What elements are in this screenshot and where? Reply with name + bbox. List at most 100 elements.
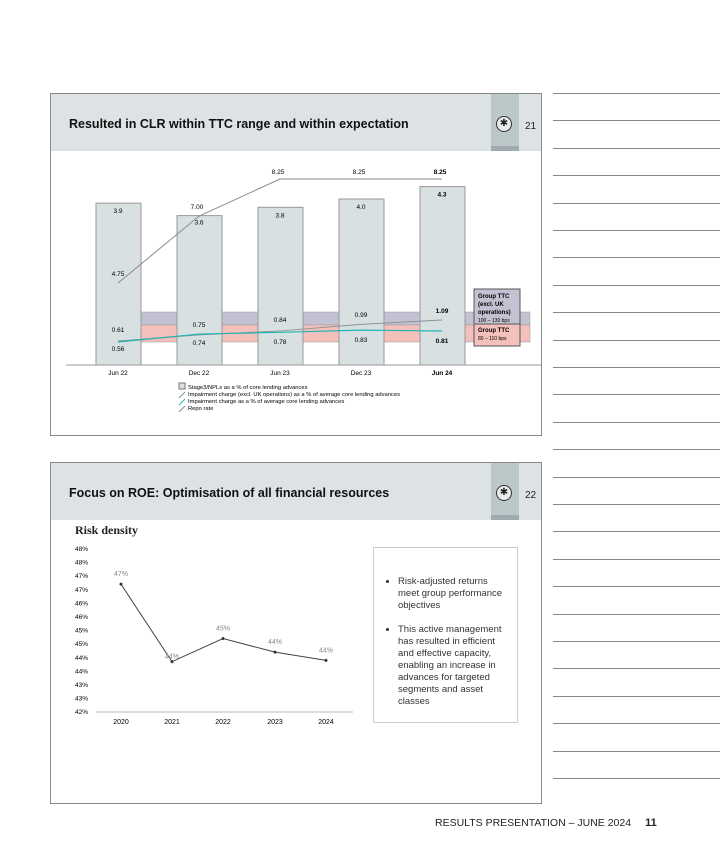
legend-swatch xyxy=(178,391,186,399)
bullet-box: Risk-adjusted returns meet group perform… xyxy=(373,547,518,723)
impairment-label: 0.56 xyxy=(112,346,125,353)
note-line xyxy=(553,695,720,697)
legend-swatch-npl xyxy=(178,382,186,390)
repo-line xyxy=(117,178,442,284)
data-label: 44% xyxy=(268,639,282,646)
note-line xyxy=(553,367,720,368)
data-label: 44% xyxy=(319,647,333,654)
slide-title: Resulted in CLR within TTC range and wit… xyxy=(69,117,409,131)
note-line xyxy=(553,175,720,177)
y-tick-label: 45% xyxy=(75,628,88,635)
npl-label: 3.6 xyxy=(194,220,203,227)
npl-bar xyxy=(176,215,223,366)
note-line xyxy=(553,257,720,259)
x-tick-label: Jun 24 xyxy=(432,370,453,377)
y-tick-label: 46% xyxy=(75,600,88,607)
y-tick-label: 43% xyxy=(75,696,88,703)
note-line xyxy=(553,284,720,286)
note-line xyxy=(553,586,720,588)
x-tick-label: Dec 22 xyxy=(189,370,210,377)
note-line xyxy=(553,120,720,122)
impairment-excl-uk-label: 0.61 xyxy=(112,327,125,334)
note-line xyxy=(553,476,720,478)
note-line xyxy=(553,723,720,725)
clr-chart: 3.9 Jun 22 3.6 Dec 22 3.8 Jun 23 4.0 Dec 23 4.3 J… xyxy=(66,169,541,413)
slide-number: 21 xyxy=(525,121,537,132)
x-tick-label: 2023 xyxy=(267,719,283,726)
ttc-label: Group TTC xyxy=(478,328,510,334)
npl-label: 3.8 xyxy=(275,212,284,219)
slide-number: 22 xyxy=(525,490,537,501)
impairment-label: 0.74 xyxy=(193,340,206,347)
npl-label: 3.9 xyxy=(113,208,122,215)
x-tick-label: 2024 xyxy=(318,719,334,726)
ttc-legend-group xyxy=(473,323,521,347)
impairment-line xyxy=(117,329,443,343)
footer: RESULTS PRESENTATION – JUNE 2024 11 xyxy=(435,817,657,829)
ttc-range: 80 – 110 bps xyxy=(478,336,507,342)
ttc-label: (excl. UK xyxy=(478,302,504,308)
impairment-label: 0.83 xyxy=(355,337,368,344)
slide-22: ✱ 22 Focus on ROE: Optimisation of all f… xyxy=(50,462,542,804)
repo-label: 4.75 xyxy=(112,271,125,278)
impairment-label: 0.78 xyxy=(274,339,287,346)
ttc-label: Group TTC xyxy=(478,294,510,300)
slide-header xyxy=(51,463,541,520)
note-line xyxy=(553,202,720,204)
data-label: 44% xyxy=(165,654,179,661)
data-label: 45% xyxy=(216,626,230,633)
x-tick-label: 2020 xyxy=(113,719,129,726)
y-tick-label: 45% xyxy=(75,641,88,648)
note-line xyxy=(553,449,720,451)
legend-label: Repo rate xyxy=(188,406,213,412)
npl-label: 4.3 xyxy=(437,192,446,199)
risk-density-line xyxy=(120,583,327,663)
logo-icon: ✱ xyxy=(496,485,512,501)
note-line xyxy=(553,230,720,231)
y-tick-label: 46% xyxy=(75,614,88,621)
data-point xyxy=(324,658,328,662)
note-line xyxy=(553,750,720,752)
slide-21: ✱ 21 Resulted in CLR within TTC range an… xyxy=(50,93,542,436)
note-line xyxy=(553,93,720,94)
note-line xyxy=(553,641,720,642)
note-line xyxy=(553,394,720,396)
y-tick-label: 48% xyxy=(75,560,88,567)
impairment-label: 0.81 xyxy=(436,338,449,345)
ttc-label: operations) xyxy=(478,310,511,316)
x-tick-label: Jun 22 xyxy=(108,370,128,377)
note-line xyxy=(553,778,720,779)
repo-label: 8.25 xyxy=(272,169,285,176)
x-tick-label: 2022 xyxy=(215,719,231,726)
impairment-excl-uk-label: 0.75 xyxy=(193,322,206,329)
note-line xyxy=(553,613,720,615)
x-tick-label: 2021 xyxy=(164,719,180,726)
page-number: 11 xyxy=(645,817,657,829)
legend-label: Stage3/NPLs as a % of core lending advan… xyxy=(188,385,308,391)
repo-label: 8.25 xyxy=(353,169,366,176)
slide-title: Focus on ROE: Optimisation of all financ… xyxy=(69,486,390,500)
impairment-excl-uk-label: 1.09 xyxy=(436,308,449,315)
npl-bar xyxy=(257,206,304,366)
repo-label: 7.00 xyxy=(191,204,204,211)
repo-label: 8.25 xyxy=(434,169,447,176)
bullet: Risk-adjusted returns meet group perform… xyxy=(398,576,507,612)
impairment-excl-uk-label: 0.84 xyxy=(274,317,287,324)
legend-label: Impairment charge as a % of average core… xyxy=(188,399,344,405)
ttc-range: 100 – 130 bps xyxy=(478,318,510,324)
risk-density-chart: 48% 48% 47% 47% 46% 46% 45% 45% 44% 44% 43% 43% 42% 2… xyxy=(75,546,353,726)
logo-icon: ✱ xyxy=(496,116,512,132)
legend-swatch xyxy=(178,405,186,413)
npl-label: 4.0 xyxy=(356,204,365,211)
x-tick-label: Jun 23 xyxy=(270,370,290,377)
y-tick-label: 43% xyxy=(75,682,88,689)
npl-bar xyxy=(338,198,385,366)
bullet: This active management has resulted in e… xyxy=(398,624,507,708)
note-line xyxy=(553,339,720,341)
note-line xyxy=(553,668,720,670)
chart-title: Risk density xyxy=(75,523,139,537)
note-line xyxy=(553,147,720,149)
legend-swatch xyxy=(178,398,186,406)
y-tick-label: 44% xyxy=(75,655,88,662)
data-label: 47% xyxy=(114,571,128,578)
